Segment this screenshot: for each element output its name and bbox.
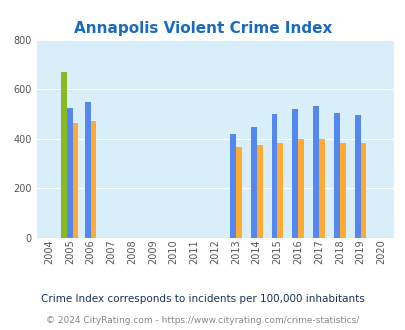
Bar [333, 113, 339, 238]
Bar [339, 143, 345, 238]
Bar [85, 102, 90, 238]
Bar [360, 143, 365, 238]
Bar [230, 134, 235, 238]
Bar [256, 145, 262, 238]
Text: © 2024 CityRating.com - https://www.cityrating.com/crime-statistics/: © 2024 CityRating.com - https://www.city… [46, 315, 359, 325]
Bar [292, 109, 298, 238]
Bar [354, 115, 360, 238]
Bar [277, 143, 283, 238]
Bar [67, 108, 72, 238]
Bar [250, 127, 256, 238]
Bar [72, 122, 78, 238]
Bar [298, 139, 303, 238]
Text: Crime Index corresponds to incidents per 100,000 inhabitants: Crime Index corresponds to incidents per… [41, 294, 364, 304]
Bar [271, 114, 277, 238]
Bar [235, 147, 241, 238]
Text: Annapolis Violent Crime Index: Annapolis Violent Crime Index [74, 21, 331, 36]
Bar [312, 106, 318, 238]
Bar [90, 120, 96, 238]
Bar [318, 139, 324, 238]
Bar [61, 72, 67, 238]
